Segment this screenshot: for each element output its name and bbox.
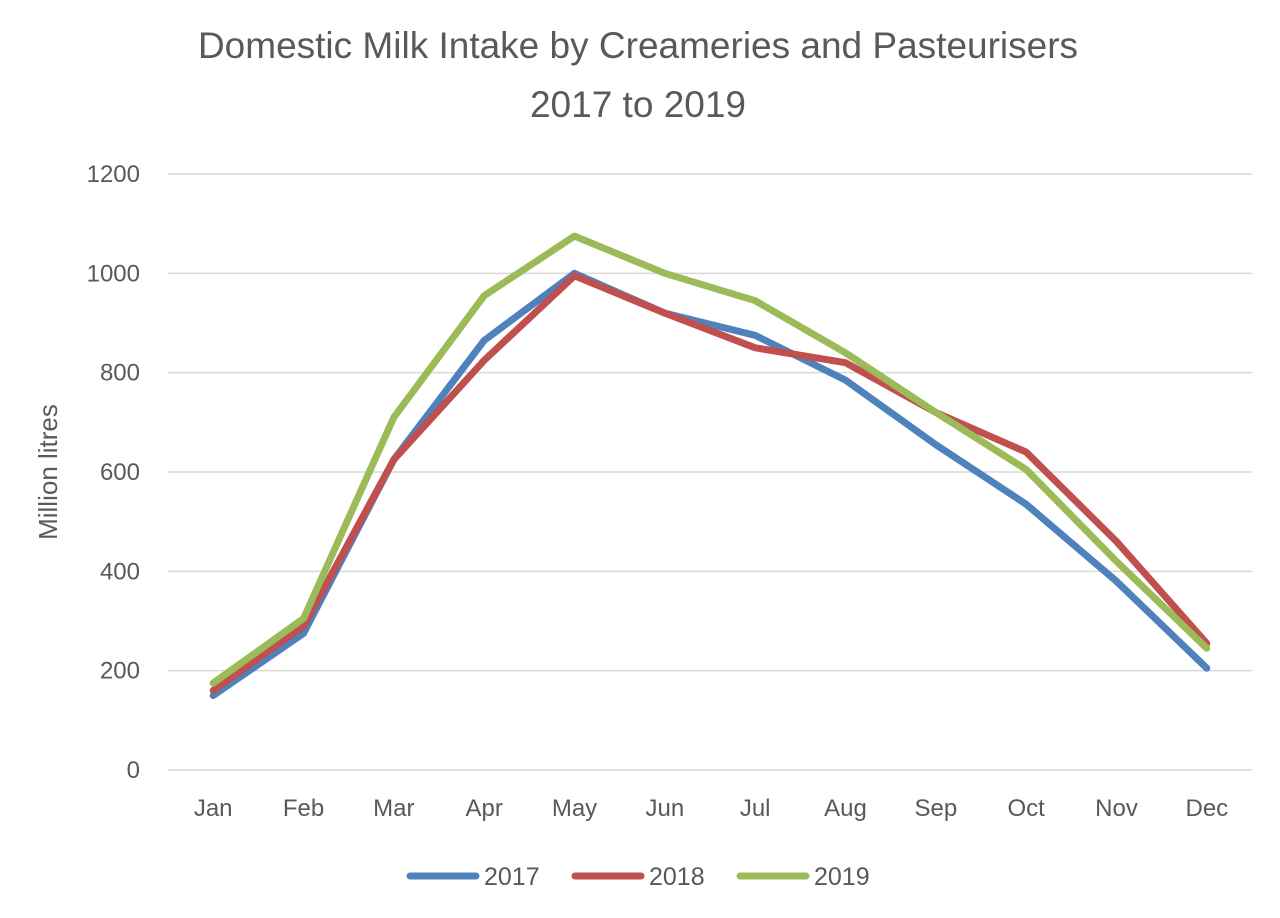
- chart-title: Domestic Milk Intake by Creameries and P…: [198, 25, 1078, 66]
- y-tick-label: 1000: [87, 260, 140, 287]
- x-tick-label: May: [552, 795, 597, 822]
- y-axis-title: Million litres: [33, 404, 63, 540]
- y-tick-label: 400: [100, 558, 140, 585]
- x-tick-label: Sep: [914, 795, 957, 822]
- y-tick-label: 0: [127, 757, 140, 784]
- legend-label: 2018: [649, 863, 705, 891]
- chart-subtitle: 2017 to 2019: [530, 84, 746, 125]
- x-tick-label: Jun: [645, 795, 684, 822]
- x-tick-label: Aug: [824, 795, 867, 822]
- x-tick-label: Oct: [1007, 795, 1045, 822]
- y-tick-label: 600: [100, 459, 140, 486]
- x-tick-label: Apr: [465, 795, 502, 822]
- y-tick-label: 800: [100, 360, 140, 387]
- x-tick-label: Jul: [740, 795, 771, 822]
- data-series: [209, 232, 1211, 699]
- gridlines: [168, 173, 1252, 771]
- y-axis-ticks: 0 200 400 600 800 1000 1200: [87, 161, 140, 784]
- legend-item-2019: 2019: [736, 863, 870, 891]
- legend-item-2018: 2018: [571, 863, 705, 891]
- y-tick-label: 200: [100, 658, 140, 685]
- legend: 2017 2018 2019: [406, 863, 870, 891]
- legend-item-2017: 2017: [406, 863, 540, 891]
- x-tick-label: Feb: [283, 795, 324, 822]
- x-axis-ticks: Jan Feb Mar Apr May Jun Jul Aug Sep Oct Nov Dec: [194, 795, 1228, 822]
- x-tick-label: Dec: [1185, 795, 1228, 822]
- series-line-2019: [209, 232, 1211, 687]
- legend-label: 2019: [814, 863, 870, 891]
- x-tick-label: Nov: [1095, 795, 1138, 822]
- y-tick-label: 1200: [87, 161, 140, 188]
- x-tick-label: Mar: [373, 795, 414, 822]
- series-line-2018: [209, 272, 1211, 694]
- x-tick-label: Jan: [194, 795, 233, 822]
- legend-label: 2017: [484, 863, 540, 891]
